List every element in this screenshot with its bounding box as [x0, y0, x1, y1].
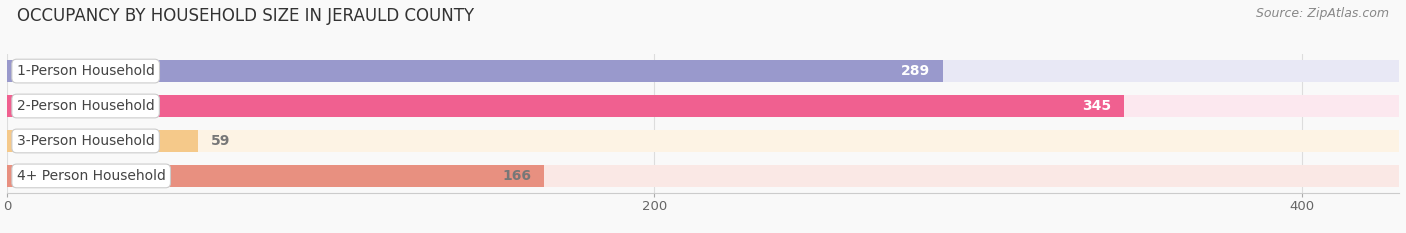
Bar — [7, 95, 1123, 117]
Bar — [7, 130, 198, 152]
Text: 2-Person Household: 2-Person Household — [17, 99, 155, 113]
Text: 345: 345 — [1081, 99, 1111, 113]
Text: OCCUPANCY BY HOUSEHOLD SIZE IN JERAULD COUNTY: OCCUPANCY BY HOUSEHOLD SIZE IN JERAULD C… — [17, 7, 474, 25]
Bar — [7, 60, 942, 82]
Text: 59: 59 — [211, 134, 231, 148]
Bar — [7, 60, 1399, 82]
Bar — [7, 165, 544, 187]
Bar — [7, 165, 1399, 187]
Text: 1-Person Household: 1-Person Household — [17, 64, 155, 78]
Text: 4+ Person Household: 4+ Person Household — [17, 169, 166, 183]
Bar — [7, 130, 1399, 152]
Text: Source: ZipAtlas.com: Source: ZipAtlas.com — [1256, 7, 1389, 20]
Text: 289: 289 — [900, 64, 929, 78]
Text: 3-Person Household: 3-Person Household — [17, 134, 155, 148]
Text: 166: 166 — [502, 169, 531, 183]
Bar — [7, 95, 1399, 117]
